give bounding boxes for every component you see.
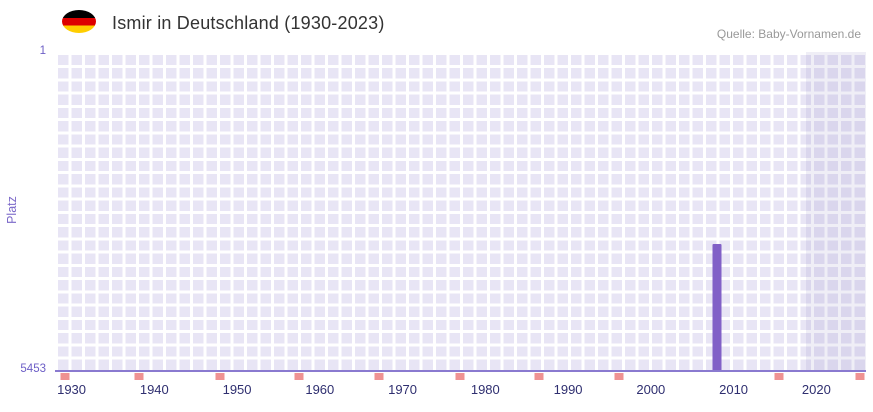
y-axis-bottom-label: 5453: [20, 363, 46, 375]
axis-bottom-marker: [614, 373, 624, 380]
axis-bottom-marker: [855, 373, 864, 380]
axis-bottom-marker: [534, 373, 544, 380]
source-credit: Quelle: Baby-Vornamen.de: [716, 27, 861, 41]
plot-area: [55, 52, 866, 380]
x-tick-label: 1970: [388, 382, 418, 397]
y-axis-title: Platz: [5, 196, 19, 224]
rank-bar[interactable]: [712, 244, 722, 370]
x-tick-label: 1960: [305, 382, 335, 397]
axis-bottom-marker: [294, 373, 304, 380]
axis-bottom-marker: [215, 373, 225, 380]
x-tick-label: 2000: [636, 382, 666, 397]
axis-bottom-marker: [374, 373, 384, 380]
x-tick-label: 2020: [801, 382, 831, 397]
x-tick-label: 1980: [470, 382, 500, 397]
right-plot-band: [805, 52, 866, 370]
x-tick-label: 1950: [222, 382, 252, 397]
y-axis-top-label: 1: [39, 45, 46, 57]
germany-flag-icon: [62, 10, 96, 33]
x-tick-label: 1930: [57, 382, 87, 397]
chart-title: Ismir in Deutschland (1930-2023): [112, 13, 385, 33]
axis-bottom-marker: [774, 373, 784, 380]
x-tick-label: 1940: [139, 382, 169, 397]
x-tick-label: 1990: [553, 382, 583, 397]
x-tick-label: 2010: [719, 382, 749, 397]
axis-bottom-marker: [455, 373, 465, 380]
axis-bottom-marker: [134, 373, 144, 380]
axis-bottom-marker: [60, 373, 70, 380]
x-axis-tick-labels: 1930 1940 1950 1960 1970 1980 1990 2000 2010 2020: [55, 382, 866, 400]
